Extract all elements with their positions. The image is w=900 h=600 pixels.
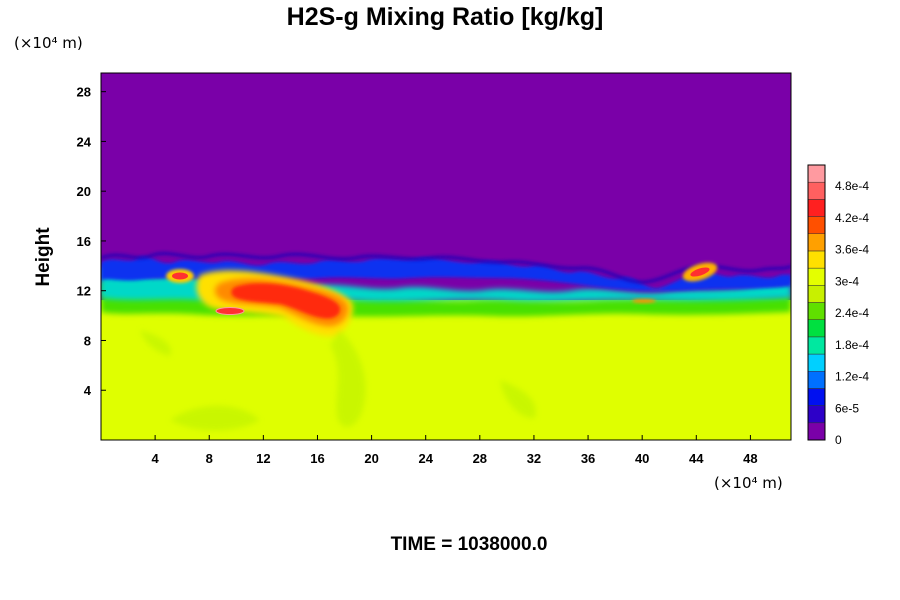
x-tick-label: 48 [743,451,757,466]
y-tick-label: 16 [77,234,91,249]
colorbar-swatch [807,285,826,303]
colorbar-tick-label: 2.4e-4 [835,306,869,320]
colorbar-swatch [807,336,826,355]
field-red-core [231,283,341,319]
colorbar-frame [807,164,826,441]
plot-area [101,73,791,440]
colorbar-swatch [807,422,826,441]
x-tick-label: 8 [206,451,213,466]
colorbar-tick-label: 6e-5 [835,401,859,415]
colorbar-tick-label: 3e-4 [835,274,859,288]
x-tick-label: 16 [310,451,324,466]
y-axis-label: Height [33,227,54,287]
y-tick-label: 28 [77,85,91,100]
colorbar-swatch [807,371,826,389]
colorbar-swatch [807,319,826,338]
colorbar-tick-label: 4.2e-4 [835,211,869,225]
colorbar-swatch [807,233,826,252]
y-tick-label: 4 [84,383,92,398]
colorbar-swatch [807,267,826,286]
y-tick-label: 12 [77,284,91,299]
colorbar-swatch [807,250,826,269]
colorbar-tick-label: 1.2e-4 [835,370,869,384]
plot-frame [100,72,792,441]
colorbar-swatch [807,353,826,372]
colorbar-tick-label: 0 [835,433,842,447]
y-unit-label: (×10⁴ m) [14,34,83,52]
colorbar-tick-label: 3.6e-4 [835,243,869,257]
colorbar-swatch [807,199,826,217]
colorbar-swatch [807,388,826,406]
x-tick-label: 20 [364,451,378,466]
field-lower-plumes [140,330,536,431]
y-tick-label: 8 [84,333,91,348]
field-left-eddy-core [172,272,188,280]
colorbar: 0 6e-5 1.2e-4 1.8e-4 2.4e-4 3e-4 3.6e-4 4.2e-4 4… [807,164,869,447]
colorbar-swatch [807,302,826,320]
field-red-filament [215,307,245,315]
colorbar-tick-label: 1.8e-4 [835,338,869,352]
colorbar-swatch [807,164,826,183]
x-tick-label: 36 [581,451,595,466]
colorbar-swatch [807,216,826,234]
x-tick-label: 28 [473,451,487,466]
y-tick-label: 24 [77,134,92,149]
x-tick-label: 24 [418,451,433,466]
y-tick-label: 20 [77,184,91,199]
time-label: TIME = 1038000.0 [391,534,548,555]
y-axis-ticks: 4 8 12 16 20 24 28 [77,85,106,398]
x-tick-label: 40 [635,451,649,466]
colorbar-swatch [807,405,826,424]
x-tick-label: 44 [689,451,704,466]
x-axis-ticks: 4 8 12 16 20 24 28 32 36 40 44 48 [152,435,758,466]
x-unit-label: (×10⁴ m) [714,474,783,492]
field-orange-streak [632,299,656,303]
colorbar-tick-label: 4.8e-4 [835,179,869,193]
field-right-eddy-core [690,267,710,277]
x-tick-label: 32 [527,451,541,466]
x-tick-label: 4 [152,451,160,466]
chart-title: H2S-g Mixing Ratio [kg/kg] [287,3,604,31]
x-tick-label: 12 [256,451,270,466]
colorbar-swatch [807,181,826,200]
field-interface-band [101,256,791,291]
